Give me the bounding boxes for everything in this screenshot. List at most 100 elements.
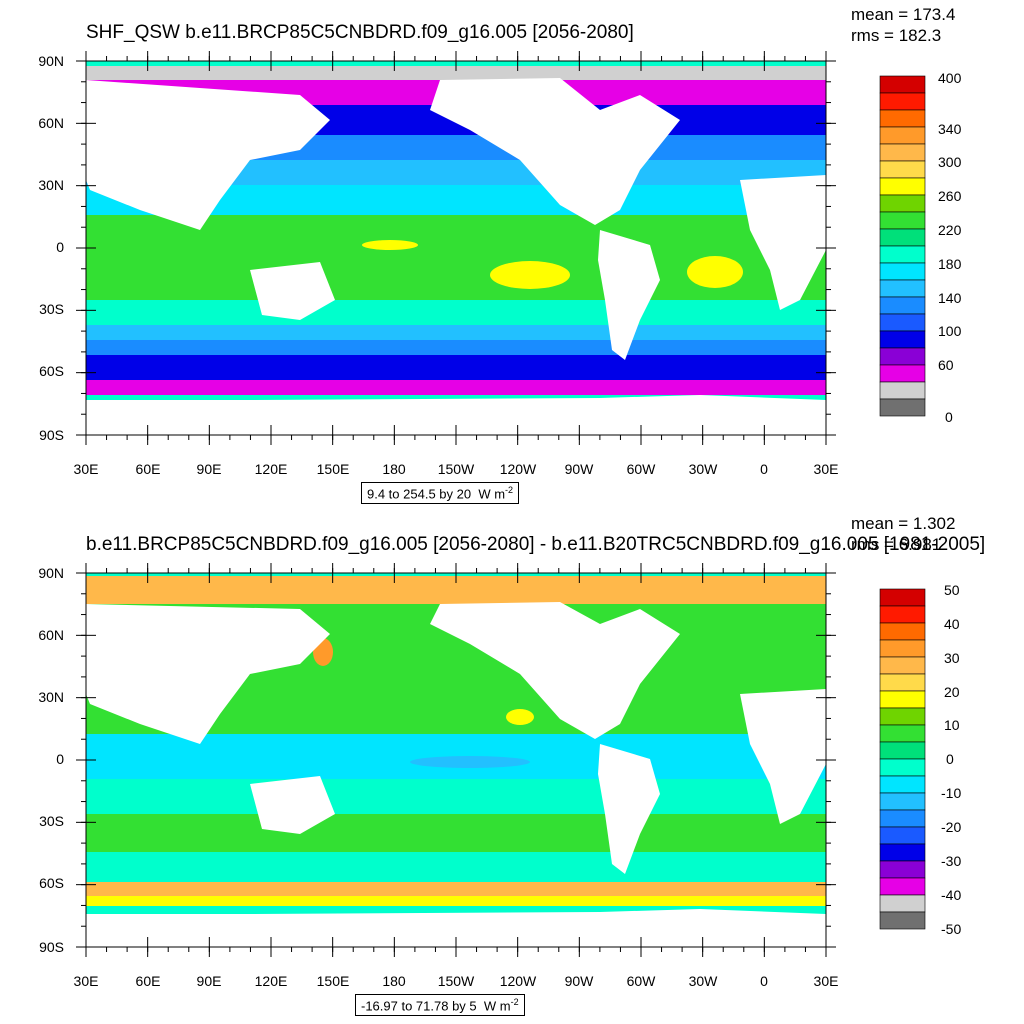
southern-ocean-anomaly-band <box>86 852 826 882</box>
colorbar-label: 220 <box>938 222 962 238</box>
colorbar-label: 0 <box>945 409 953 425</box>
colorbar-swatch <box>879 296 926 315</box>
y-tick-label: 90N <box>38 53 64 69</box>
x-tick-label: 150E <box>316 973 350 989</box>
colorbar-swatch <box>879 160 926 179</box>
map-title: b.e11.BRCP85C5CNBDRD.f09_g16.005 [2056-2… <box>86 534 986 555</box>
colorbar-swatch <box>879 894 926 913</box>
x-tick-label: 90E <box>196 461 222 477</box>
colorbar-swatch <box>879 381 926 400</box>
colorbar-label: 100 <box>938 323 962 339</box>
bottom-map-panel: b.e11.BRCP85C5CNBDRD.f09_g16.005 [2056-2… <box>0 512 1024 1024</box>
y-tick-label: 90S <box>39 939 64 955</box>
y-tick-label: 60N <box>38 627 64 643</box>
colorbar-swatch <box>879 639 926 658</box>
x-tick-label: 30E <box>73 973 99 989</box>
map-canvas <box>76 563 926 957</box>
colorbar-swatch <box>879 758 926 777</box>
units-exponent: -2 <box>510 997 519 1007</box>
x-tick-label: 60E <box>135 461 161 477</box>
contour-range-box: -16.97 to 71.78 by 5 W m-2 <box>355 994 525 1017</box>
equatorial-max-patch <box>362 240 418 250</box>
colorbar-label: 0 <box>946 751 954 767</box>
y-tick-label: 60S <box>39 875 64 891</box>
y-tick-label: 0 <box>56 239 64 255</box>
x-tick-label: 60W <box>626 461 656 477</box>
colorbar-swatch <box>879 690 926 709</box>
x-tick-label: 150W <box>437 973 475 989</box>
x-tick-label: 60W <box>626 973 656 989</box>
units-text: W m <box>478 486 506 502</box>
y-tick-label: 60S <box>39 363 64 379</box>
anomaly-patch <box>410 756 530 768</box>
colorbar-label: 400 <box>938 70 962 86</box>
south-america-land <box>598 744 660 874</box>
contour-range-text: 9.4 to 254.5 by 20 <box>367 486 472 502</box>
colorbar-label: 30 <box>944 650 960 666</box>
colorbar-swatch <box>879 177 926 196</box>
eurasia-land <box>86 604 330 744</box>
colorbar-swatch <box>879 588 926 607</box>
map-title: SHF_QSW b.e11.BRCP85C5CNBDRD.f09_g16.005… <box>86 22 634 43</box>
x-tick-label: 150W <box>437 461 475 477</box>
colorbar-swatch <box>879 741 926 760</box>
x-tick-label: 150E <box>316 461 350 477</box>
south-sub-band <box>86 300 826 325</box>
x-tick-label: 120W <box>499 973 537 989</box>
south-sub-anomaly-band <box>86 779 826 814</box>
colorbar-swatch <box>879 92 926 111</box>
colorbar-swatch <box>879 211 926 230</box>
colorbar-swatch <box>879 347 926 366</box>
x-tick-label: 30E <box>73 461 99 477</box>
colorbar-swatch <box>879 228 926 247</box>
colorbar-swatch <box>879 605 926 624</box>
colorbar-label: 180 <box>938 256 962 272</box>
y-tick-label: 90S <box>39 427 64 443</box>
y-tick-label: 30N <box>38 177 64 193</box>
colorbar-swatch <box>879 279 926 298</box>
colorbar-swatch <box>879 398 926 417</box>
colorbar-swatch <box>879 126 926 145</box>
x-tick-label: 90E <box>196 973 222 989</box>
anomaly-patch <box>506 709 534 725</box>
south-mid-anomaly-band <box>86 814 826 852</box>
colorbar-swatch <box>879 656 926 675</box>
colorbar-label: -20 <box>941 819 962 835</box>
south-america-land <box>598 230 660 360</box>
colorbar-swatch <box>879 826 926 845</box>
x-tick-label: 30E <box>813 461 839 477</box>
colorbar-swatch <box>879 724 926 743</box>
axis-ticks <box>76 563 836 957</box>
units-exponent: -2 <box>505 485 514 495</box>
y-tick-label: 30S <box>39 301 64 317</box>
colorbar-swatch <box>879 911 926 930</box>
colorbar-swatch <box>879 194 926 213</box>
x-tick-label: 180 <box>382 973 406 989</box>
colorbar-label: 20 <box>944 684 960 700</box>
top-map-panel: SHF_QSW b.e11.BRCP85C5CNBDRD.f09_g16.005… <box>38 5 962 505</box>
colorbar-swatch <box>879 75 926 94</box>
north-america-land <box>430 602 680 739</box>
south-mid2-band <box>86 340 826 355</box>
colorbar <box>879 75 926 417</box>
x-tick-label: 0 <box>760 461 768 477</box>
south-mid-band <box>86 325 826 340</box>
colorbar-label: 260 <box>938 188 962 204</box>
colorbar-label: 300 <box>938 154 962 170</box>
colorbar-swatch <box>879 622 926 641</box>
x-tick-label: 120E <box>254 461 288 477</box>
colorbar-swatch <box>879 245 926 264</box>
colorbar-label: 40 <box>944 616 960 632</box>
colorbar-swatch <box>879 809 926 828</box>
colorbar-swatch <box>879 262 926 281</box>
mean-value: mean = 173.4 <box>851 5 956 24</box>
antarctic-edge-band <box>86 896 826 906</box>
x-tick-label: 90W <box>564 973 594 989</box>
colorbar-label: -40 <box>941 887 962 903</box>
colorbar-swatch <box>879 109 926 128</box>
eurasia-land <box>86 80 330 230</box>
y-tick-label: 90N <box>38 565 64 581</box>
colorbar-swatch <box>879 364 926 383</box>
colorbar-swatch <box>879 775 926 794</box>
africa-land <box>740 689 826 824</box>
